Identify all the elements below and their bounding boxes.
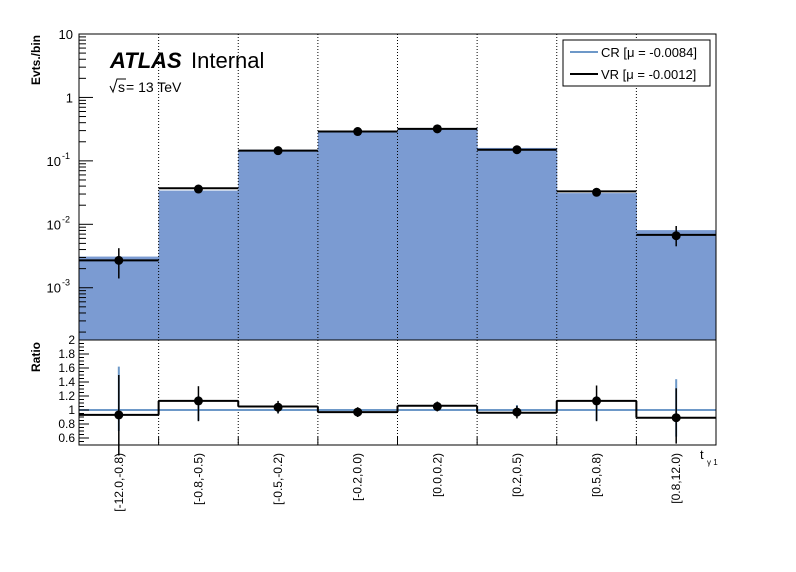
- legend-cr-label: CR [μ = -0.0084]: [601, 45, 697, 60]
- y-tick-base: 10: [59, 27, 73, 42]
- ratio-y-axis-label: Ratio: [29, 342, 43, 372]
- ratio-point-7: [671, 413, 681, 423]
- sqrt-icon: [109, 78, 126, 94]
- ratio-tick-label-3: 1.2: [58, 389, 75, 403]
- ratio-points: [114, 366, 681, 456]
- cr-bar-5: [477, 147, 558, 340]
- y-tick-label-2: 10 -1: [47, 151, 70, 169]
- data-point-6: [592, 187, 602, 197]
- y-tick-label-4: 10: [59, 27, 73, 42]
- cr-bar-2: [238, 149, 319, 340]
- y-tick-base: 1: [66, 90, 73, 105]
- ratio-panel: 0.60.811.21.41.61.82 Ratio [-12.0,-0.8)[…: [29, 333, 718, 512]
- data-point-3: [353, 127, 363, 137]
- cr-bar-4: [397, 127, 478, 340]
- ratio-point-0: [114, 410, 124, 420]
- x-axis-label-sub: γ 1: [707, 458, 718, 467]
- energy-prefix: s: [118, 79, 125, 95]
- cr-bar-1: [158, 190, 239, 340]
- data-point-4: [432, 124, 442, 134]
- ratio-tick-label-5: 1.6: [58, 361, 75, 375]
- atlas-label: ATLAS: [109, 48, 182, 73]
- ratio-tick-label-1: 0.8: [58, 417, 75, 431]
- data-point-5: [512, 145, 522, 155]
- legend-vr-label: VR [μ = -0.0012]: [601, 67, 696, 82]
- data-point-2: [273, 146, 283, 156]
- cr-filled-histogram: [79, 127, 717, 340]
- x-category-label-5: [0.2,0.5): [510, 453, 524, 497]
- ratio-point-1: [193, 396, 203, 406]
- x-category-label-6: [0.5,0.8): [590, 453, 604, 497]
- atlas-annotation: ATLAS Internal s = 13 TeV: [109, 48, 264, 95]
- energy-label: = 13 TeV: [126, 79, 182, 95]
- x-axis-label: t γ 1: [700, 447, 718, 467]
- ratio-point-4: [432, 402, 442, 411]
- y-tick-exp: -1: [62, 151, 70, 161]
- y-tick-base: 10: [47, 217, 61, 232]
- y-tick-base: 10: [47, 154, 61, 169]
- cr-bar-3: [317, 130, 398, 340]
- ratio-tick-label-7: 2: [68, 333, 75, 347]
- cr-bar-6: [556, 193, 637, 340]
- y-tick-base: 10: [47, 281, 61, 296]
- ratio-grid: [158, 340, 637, 445]
- ratio-tick-label-2: 1: [68, 403, 75, 417]
- data-point-1: [193, 184, 203, 194]
- y-tick-exp: -2: [62, 214, 70, 224]
- x-category-label-7: [0.8,12.0): [669, 453, 683, 504]
- ratio-tick-label-4: 1.4: [58, 375, 75, 389]
- data-point-7: [671, 231, 681, 241]
- x-category-labels: [-12.0,-0.8) [-0.8,-0.5) [-0.5,-0.2) [-0.2,…: [78, 437, 717, 512]
- ratio-point-2: [273, 402, 283, 412]
- top-y-axis-label: Evts./bin: [29, 35, 43, 85]
- ratio-point-5: [512, 407, 522, 417]
- x-axis-label-main: t: [700, 447, 704, 462]
- ratio-point-6: [592, 396, 602, 406]
- x-category-label-0: [-12.0,-0.8): [112, 453, 126, 512]
- ratio-point-3: [353, 407, 363, 417]
- ratio-y-axis: 0.60.811.21.41.61.82: [58, 333, 89, 446]
- x-category-label-1: [-0.8,-0.5): [191, 453, 205, 505]
- x-category-label-4: [0.0,0.2): [430, 453, 444, 497]
- ratio-tick-label-6: 1.8: [58, 347, 75, 361]
- y-tick-label-0: 10 -3: [47, 278, 70, 296]
- legend: CR [μ = -0.0084] VR [μ = -0.0012]: [562, 39, 711, 87]
- data-points-top: [114, 124, 681, 279]
- y-tick-label-3: 1: [66, 90, 73, 105]
- x-category-label-2: [-0.5,-0.2): [271, 453, 285, 505]
- ratio-tick-label-0: 0.6: [58, 431, 75, 445]
- data-point-0: [114, 255, 124, 265]
- legend-box: [562, 39, 711, 87]
- x-category-label-3: [-0.2,0.0): [351, 453, 365, 501]
- y-tick-label-1: 10 -2: [47, 214, 70, 232]
- cr-bar-7: [636, 230, 717, 340]
- internal-label: Internal: [191, 48, 264, 73]
- y-tick-exp: -3: [62, 278, 70, 288]
